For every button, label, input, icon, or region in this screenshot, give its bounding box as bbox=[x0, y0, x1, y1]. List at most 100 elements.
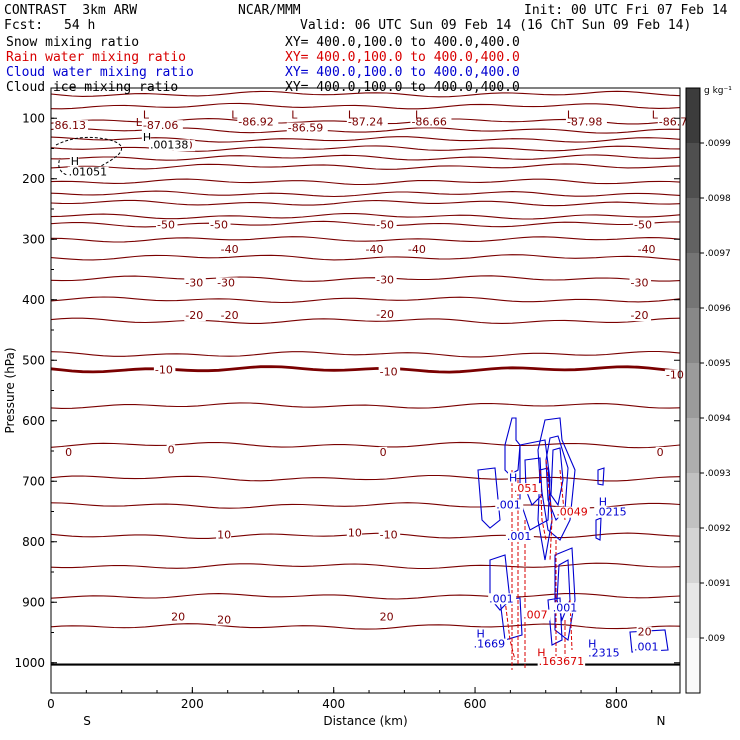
label-bg bbox=[237, 116, 279, 128]
label-bg bbox=[67, 166, 109, 178]
isotherm-label: -20 bbox=[221, 309, 239, 322]
label-bg bbox=[364, 244, 386, 256]
cloud-water-contour bbox=[504, 417, 521, 476]
contour-labels: 86.13 -87.06 -86.92 -86.59 -87.24 -86.66 -87.9… bbox=[53, 108, 699, 668]
label-bg bbox=[410, 116, 452, 128]
label-bg bbox=[551, 602, 580, 614]
mixing-ratio-label: .001 bbox=[496, 498, 521, 511]
label-bg bbox=[378, 446, 388, 458]
isotherm-line bbox=[50, 178, 681, 186]
x-tick-label: 600 bbox=[464, 697, 487, 711]
colorbar-label: .0091 bbox=[705, 579, 731, 589]
y-tick-label: 600 bbox=[22, 414, 45, 428]
colorbar-label: .0093 bbox=[705, 469, 731, 479]
init-time: Init: 00 UTC Fri 07 Feb 14 bbox=[524, 3, 728, 18]
valid-time: Valid: 06 UTC Sun 09 Feb 14 (16 ChT Sun … bbox=[300, 18, 692, 33]
center-label: NCAR/MMM bbox=[238, 3, 301, 18]
isotherm-label: -86.66 bbox=[411, 116, 446, 129]
label-bg bbox=[587, 638, 596, 650]
colorbar-swatch bbox=[686, 418, 700, 473]
mixing-ratio-label: H bbox=[537, 647, 545, 660]
isotherm-label: 0 bbox=[657, 446, 664, 459]
label-bg bbox=[655, 446, 665, 458]
x-axis-label: Distance (km) bbox=[323, 714, 407, 728]
isotherm-line bbox=[50, 296, 681, 304]
label-bg bbox=[156, 219, 178, 231]
colorbar-swatch bbox=[686, 473, 700, 528]
isotherm-label: 0 bbox=[380, 446, 387, 459]
y-tick-label: 1000 bbox=[14, 656, 45, 670]
isotherm-line bbox=[50, 317, 681, 324]
cloud-water-contour bbox=[477, 467, 501, 529]
low-marker: L bbox=[567, 108, 574, 121]
isotherm-label: -50 bbox=[376, 218, 394, 231]
isotherm-label: -87.06 bbox=[143, 119, 178, 132]
isotherm-line bbox=[50, 236, 681, 243]
isotherm-line bbox=[50, 254, 681, 261]
isotherm-label: -30 bbox=[185, 276, 203, 289]
isotherm-line bbox=[50, 102, 681, 110]
isotherm-line bbox=[50, 163, 681, 170]
colorbar-label: .0095 bbox=[705, 359, 731, 369]
isotherm-label: -86.59 bbox=[288, 122, 323, 135]
mixing-ratio-label: .007 bbox=[523, 609, 548, 622]
isotherm-label: -30 bbox=[217, 276, 235, 289]
isotherm-label: -40 bbox=[221, 243, 239, 256]
isotherm-line bbox=[50, 474, 681, 482]
mixing-ratio-label: .001 bbox=[507, 530, 532, 543]
mixing-ratio-label: .163671 bbox=[539, 655, 585, 668]
low-marker: L bbox=[652, 108, 659, 121]
mixing-ratio-label: H bbox=[599, 495, 607, 508]
label-bg bbox=[536, 647, 545, 659]
mixing-ratio-label: H bbox=[71, 155, 79, 168]
isotherm-label: -86.79 bbox=[659, 116, 694, 129]
field-rain-xy: XY= 400.0,100.0 to 400.0,400.0 bbox=[285, 50, 520, 65]
mixing-ratio-label: H bbox=[588, 638, 596, 651]
mixing-ratio-label: .01051 bbox=[69, 166, 108, 179]
colorbar-swatch bbox=[686, 143, 700, 198]
mixing-ratio-label: H bbox=[143, 131, 151, 144]
field-rain-name: Rain water mixing ratio bbox=[6, 50, 187, 65]
x-tick-label: 200 bbox=[181, 697, 204, 711]
label-bg bbox=[64, 446, 73, 458]
colorbar: .0099 .0098 .0097 .0096 .0095 .0094 .0093 .0092… bbox=[685, 87, 731, 694]
mixing-ratio-label: .0049 bbox=[556, 506, 588, 519]
label-bg bbox=[495, 499, 524, 511]
isotherm-label: -40 bbox=[408, 243, 426, 256]
isotherm-label: -10 bbox=[380, 529, 398, 542]
isotherm-label: -20 bbox=[631, 309, 649, 322]
label-bg bbox=[184, 310, 206, 322]
isotherm-label: -87.98 bbox=[567, 116, 602, 129]
colorbar-label: .0098 bbox=[705, 194, 731, 204]
label-bg bbox=[141, 120, 183, 132]
isotherm-label: -50 bbox=[634, 218, 652, 231]
colorbar-swatch bbox=[686, 363, 700, 418]
label-bg bbox=[507, 472, 517, 484]
label-bg bbox=[216, 277, 238, 289]
colorbar-label: .009 bbox=[705, 634, 725, 644]
isotherm-line bbox=[50, 275, 681, 282]
label-bg bbox=[346, 527, 362, 539]
label-bg bbox=[594, 506, 629, 518]
isotherm-line bbox=[50, 592, 681, 600]
label-bg bbox=[375, 219, 397, 231]
colorbar-swatch bbox=[686, 308, 700, 363]
colorbar-label: .0097 bbox=[705, 249, 731, 259]
label-bg bbox=[505, 530, 534, 542]
north-label: N bbox=[657, 714, 666, 728]
isotherm-line bbox=[50, 350, 681, 358]
low-marker: L bbox=[415, 108, 422, 121]
isotherm-label: 20 bbox=[171, 610, 185, 623]
label-bg bbox=[475, 628, 484, 640]
label-bg bbox=[629, 310, 652, 322]
label-bg bbox=[512, 483, 541, 495]
isotherm-label: -87.24 bbox=[348, 116, 383, 129]
label-bg bbox=[375, 274, 397, 286]
mixing-ratio-label: .1669 bbox=[474, 638, 506, 651]
isotherm-line bbox=[50, 441, 681, 449]
isotherm-label: -20 bbox=[376, 308, 394, 321]
isotherm-line bbox=[50, 136, 681, 143]
label-bg bbox=[209, 219, 231, 231]
label-bg bbox=[636, 626, 652, 638]
